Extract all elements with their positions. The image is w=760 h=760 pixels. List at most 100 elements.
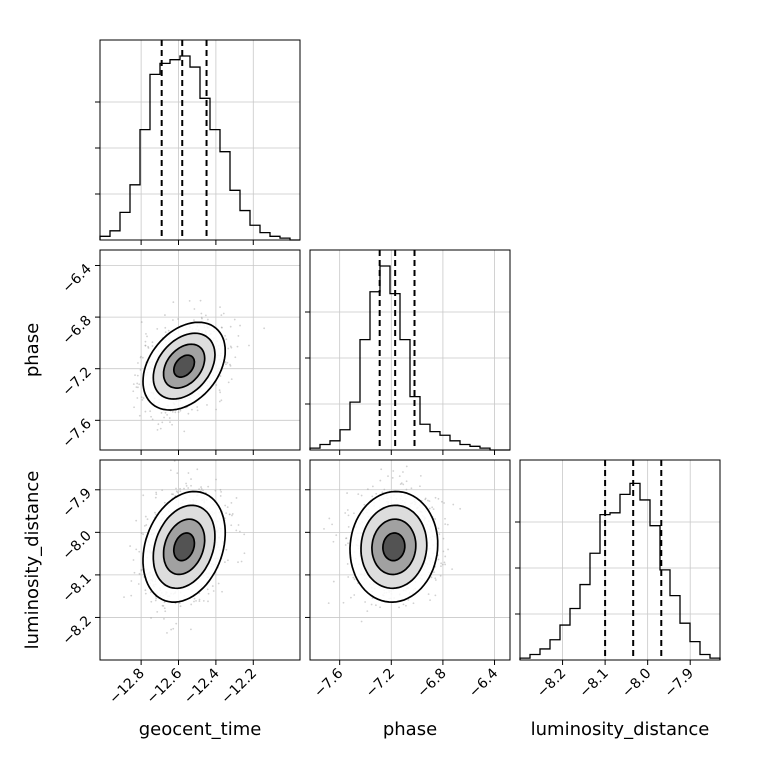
sample-point	[144, 515, 147, 518]
sample-point	[357, 493, 360, 496]
sample-point	[196, 406, 199, 408]
sample-point	[225, 548, 228, 551]
sample-point	[187, 412, 190, 415]
sample-point	[144, 344, 147, 347]
sample-point	[227, 559, 229, 562]
sample-point	[151, 345, 154, 347]
sample-point	[177, 318, 179, 320]
sample-point	[233, 318, 236, 321]
sample-point	[138, 383, 141, 386]
sample-point	[133, 406, 135, 409]
sample-point	[141, 356, 144, 359]
sample-point	[441, 563, 444, 566]
sample-point	[363, 503, 366, 506]
sample-point	[371, 597, 374, 600]
sample-point	[200, 312, 203, 315]
x-axis-title-geocent-time: geocent_time	[139, 719, 262, 740]
sample-point	[202, 599, 205, 602]
x-tick-label: −12.8	[106, 666, 148, 708]
y-axis-title-phase: phase	[22, 323, 43, 377]
sample-point	[136, 382, 139, 385]
sample-point	[156, 328, 159, 330]
sample-point	[218, 389, 221, 392]
sample-point	[392, 470, 395, 472]
sample-point	[347, 514, 350, 517]
sample-point	[164, 331, 167, 334]
sample-point	[185, 484, 188, 487]
sample-point	[143, 525, 146, 527]
sample-point	[214, 489, 217, 492]
sample-point	[221, 326, 223, 329]
sample-point	[366, 610, 369, 613]
sample-point	[178, 602, 181, 605]
sample-point	[190, 484, 192, 487]
sample-point	[219, 306, 221, 309]
sample-point	[179, 605, 182, 608]
sample-point	[440, 562, 443, 565]
sample-point	[444, 555, 447, 558]
sample-point	[198, 598, 201, 601]
sample-point	[168, 417, 171, 419]
sample-point	[424, 498, 427, 501]
sample-point	[219, 495, 222, 497]
sample-point	[434, 496, 437, 499]
sample-point	[230, 501, 233, 504]
sample-point	[196, 409, 199, 412]
sample-point	[191, 408, 193, 411]
sample-point	[412, 602, 415, 605]
sample-point	[237, 335, 240, 337]
x-axis-title-phase: phase	[383, 719, 437, 740]
density-fill	[382, 533, 405, 561]
sample-point	[345, 537, 347, 540]
sample-point	[134, 374, 136, 376]
sample-point	[398, 606, 400, 609]
sample-point	[432, 508, 435, 511]
sample-point	[202, 489, 204, 492]
sample-point	[400, 482, 403, 485]
sample-point	[230, 378, 233, 381]
sample-point	[353, 512, 355, 515]
sample-point	[424, 497, 427, 500]
sample-point	[141, 398, 144, 401]
sample-point	[405, 604, 407, 607]
panel-frame	[309, 459, 511, 661]
sample-point	[163, 618, 165, 620]
sample-point	[206, 588, 209, 591]
sample-point	[130, 580, 133, 582]
sample-point	[123, 596, 125, 599]
sample-point	[228, 513, 231, 516]
sample-point	[229, 364, 232, 367]
y-axis-titles: phase luminosity_distance	[22, 323, 43, 650]
sample-point	[207, 485, 210, 488]
sample-point	[225, 363, 227, 366]
sample-point	[164, 610, 167, 613]
sample-point	[172, 627, 175, 630]
sample-point	[162, 605, 165, 607]
sample-point	[155, 493, 158, 496]
sample-point	[135, 386, 138, 389]
sample-point	[144, 344, 147, 347]
density-fill	[173, 355, 195, 378]
sample-point	[220, 326, 223, 329]
sample-point	[154, 599, 157, 602]
panel-frame	[309, 249, 511, 451]
sample-point	[151, 341, 154, 344]
sample-point	[156, 610, 159, 613]
histogram-step	[519, 482, 721, 660]
sample-point	[201, 317, 203, 320]
sample-point	[375, 492, 378, 495]
sample-point	[405, 488, 408, 491]
sample-point	[219, 488, 222, 491]
sample-point	[442, 537, 445, 540]
sample-point	[402, 603, 405, 606]
sample-point	[235, 497, 238, 499]
sample-point	[235, 529, 238, 532]
plot-area	[323, 465, 462, 623]
2d-panel-luminosity-distance-vs-phase	[305, 459, 511, 665]
sample-point	[228, 513, 231, 516]
sample-point	[217, 582, 220, 585]
sample-point	[225, 338, 228, 341]
sample-point	[230, 346, 233, 349]
sample-point	[193, 308, 196, 310]
sample-point	[177, 411, 180, 414]
